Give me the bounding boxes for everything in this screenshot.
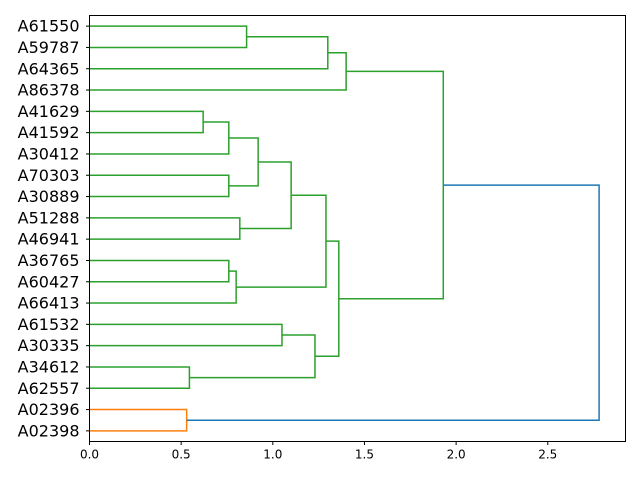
dendrogram-link-8 <box>239 161 292 230</box>
leaf-label: A46941 <box>18 230 80 249</box>
leaf-label: A30889 <box>18 187 80 206</box>
x-tick-label: 2.0 <box>447 448 466 462</box>
dendrogram-link-10 <box>89 270 237 304</box>
x-tick-label: 0.5 <box>172 448 191 462</box>
leaf-label: A70303 <box>18 166 80 185</box>
dendrogram-link-9 <box>89 259 230 283</box>
dendrogram-links <box>89 25 600 432</box>
dendrogram-link-16 <box>338 70 445 300</box>
leaf-label: A62557 <box>18 379 80 398</box>
dendrogram-link-18 <box>186 184 600 421</box>
leaf-label: A41592 <box>18 123 80 142</box>
leaf-label: A36765 <box>18 251 80 270</box>
leaf-label: A61532 <box>18 315 80 334</box>
plot-frame <box>89 15 626 442</box>
x-axis-ticks: 0.0 0.5 1.0 1.5 2.0 2.5 <box>80 441 557 462</box>
dendrogram-link-5 <box>89 174 230 198</box>
dendrogram-link-7 <box>89 217 241 240</box>
leaf-label: A51288 <box>18 208 80 227</box>
leaf-label: A64365 <box>18 59 80 78</box>
x-tick-label: 1.5 <box>355 448 374 462</box>
dendrogram-link-11 <box>236 194 327 288</box>
leaf-label: A30335 <box>18 336 80 355</box>
dendrogram-link-12 <box>89 323 283 347</box>
dendrogram-link-0 <box>89 25 248 49</box>
leaf-label: A66413 <box>18 294 80 313</box>
leaf-label: A59787 <box>18 38 80 57</box>
leaf-label: A34612 <box>18 357 80 376</box>
x-tick-label: 0.0 <box>80 448 99 462</box>
leaf-label: A30412 <box>18 144 80 163</box>
x-tick-label: 1.0 <box>263 448 282 462</box>
dendrogram-link-1 <box>89 36 329 70</box>
dendrogram-link-13 <box>89 366 191 389</box>
dendrogram-link-4 <box>89 121 230 155</box>
leaf-label: A86378 <box>18 81 80 100</box>
dendrogram-link-3 <box>89 110 204 134</box>
x-tick-label: 2.5 <box>538 448 557 462</box>
leaf-label: A02398 <box>18 421 80 440</box>
dendrogram-link-6 <box>228 137 259 187</box>
dendrogram-link-2 <box>89 52 347 91</box>
leaf-label: A41629 <box>18 102 80 121</box>
leaf-label: A02396 <box>18 400 80 419</box>
dendrogram-link-15 <box>314 240 340 358</box>
leaf-label: A60427 <box>18 272 80 291</box>
leaf-label: A61550 <box>18 17 80 36</box>
dendrogram-link-17 <box>89 408 188 432</box>
dendrogram-link-14 <box>189 334 316 379</box>
leaf-labels: A61550 A59787 A64365 A86378 A41629 A41592 A304… <box>18 17 90 440</box>
